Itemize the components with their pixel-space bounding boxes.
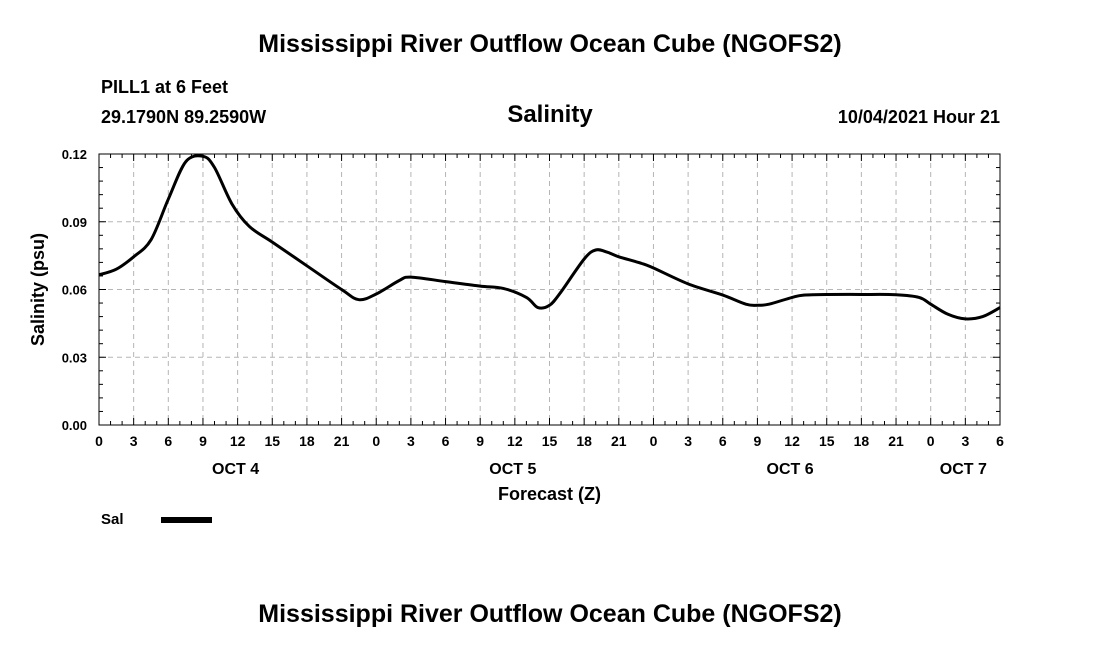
y-tick-label: 0.00 <box>62 418 87 433</box>
x-tick-label: 21 <box>611 433 627 449</box>
date-label: OCT 6 <box>767 461 814 478</box>
x-tick-label: 0 <box>372 433 380 449</box>
x-tick-label: 12 <box>507 433 523 449</box>
x-tick-label: 6 <box>442 433 450 449</box>
x-tick-label: 12 <box>230 433 246 449</box>
y-tick-label: 0.12 <box>62 147 87 162</box>
x-tick-label: 15 <box>264 433 280 449</box>
y-tick-label: 0.09 <box>62 215 87 230</box>
x-tick-label: 18 <box>854 433 870 449</box>
x-tick-label: 3 <box>961 433 969 449</box>
x-tick-label: 15 <box>819 433 835 449</box>
station-label: PILL1 at 6 Feet <box>101 77 229 97</box>
x-tick-label: 9 <box>754 433 762 449</box>
x-tick-label: 6 <box>164 433 172 449</box>
variable-title: Salinity <box>507 101 593 128</box>
y-tick-label: 0.06 <box>62 283 87 298</box>
x-tick-label: 3 <box>684 433 692 449</box>
x-tick-label: 3 <box>130 433 138 449</box>
x-tick-label: 18 <box>576 433 592 449</box>
x-tick-label: 15 <box>542 433 558 449</box>
x-tick-label: 0 <box>650 433 658 449</box>
y-tick-label: 0.03 <box>62 350 87 365</box>
main-title: Mississippi River Outflow Ocean Cube (NG… <box>258 30 842 58</box>
x-tick-label: 3 <box>407 433 415 449</box>
x-tick-label: 9 <box>476 433 484 449</box>
run-time-label: 10/04/2021 Hour 21 <box>837 107 1000 127</box>
x-tick-label: 21 <box>334 433 350 449</box>
y-axis-label: Salinity (psu) <box>28 233 48 346</box>
x-tick-label: 9 <box>199 433 207 449</box>
x-tick-label: 21 <box>888 433 904 449</box>
x-tick-label: 6 <box>719 433 727 449</box>
x-axis-label: Forecast (Z) <box>498 484 601 504</box>
series-line-sal <box>98 154 1001 321</box>
date-label: OCT 4 <box>212 461 259 478</box>
coordinates-label: 29.1790N 89.2590W <box>101 107 267 127</box>
x-tick-label: 18 <box>299 433 315 449</box>
date-label: OCT 5 <box>489 461 536 478</box>
x-tick-label: 6 <box>996 433 1004 449</box>
date-label: OCT 7 <box>940 461 987 478</box>
legend-label: Sal <box>101 511 124 528</box>
footer-title: Mississippi River Outflow Ocean Cube (NG… <box>258 600 842 628</box>
x-tick-label: 0 <box>95 433 103 449</box>
x-tick-label: 12 <box>784 433 800 449</box>
x-tick-label: 0 <box>927 433 935 449</box>
